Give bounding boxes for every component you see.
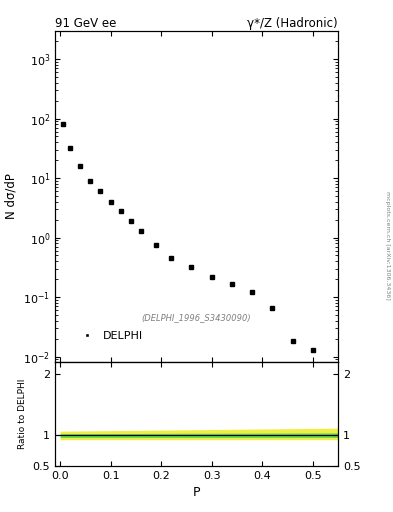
Text: (DELPHI_1996_S3430090): (DELPHI_1996_S3430090) bbox=[142, 313, 251, 323]
Text: γ*/Z (Hadronic): γ*/Z (Hadronic) bbox=[247, 16, 338, 30]
DELPHI bbox=[310, 347, 315, 353]
DELPHI bbox=[78, 163, 83, 169]
Line: DELPHI: DELPHI bbox=[60, 122, 315, 352]
DELPHI bbox=[139, 228, 143, 234]
X-axis label: P: P bbox=[193, 486, 200, 499]
DELPHI bbox=[88, 178, 93, 184]
DELPHI bbox=[209, 273, 214, 280]
Text: mcplots.cern.ch [arXiv:1306.3436]: mcplots.cern.ch [arXiv:1306.3436] bbox=[385, 191, 389, 300]
DELPHI bbox=[230, 281, 234, 287]
Legend: DELPHI: DELPHI bbox=[72, 327, 147, 346]
DELPHI bbox=[189, 264, 194, 270]
DELPHI bbox=[98, 188, 103, 195]
DELPHI bbox=[250, 289, 254, 295]
DELPHI bbox=[118, 208, 123, 214]
Text: 91 GeV ee: 91 GeV ee bbox=[55, 16, 116, 30]
Y-axis label: Ratio to DELPHI: Ratio to DELPHI bbox=[18, 379, 27, 450]
DELPHI bbox=[290, 338, 295, 345]
DELPHI bbox=[108, 199, 113, 205]
DELPHI bbox=[68, 145, 73, 151]
DELPHI bbox=[169, 255, 174, 261]
DELPHI bbox=[270, 305, 275, 311]
Y-axis label: N dσ/dP: N dσ/dP bbox=[5, 174, 18, 220]
DELPHI bbox=[129, 218, 133, 224]
DELPHI bbox=[60, 121, 65, 127]
DELPHI bbox=[154, 242, 158, 248]
